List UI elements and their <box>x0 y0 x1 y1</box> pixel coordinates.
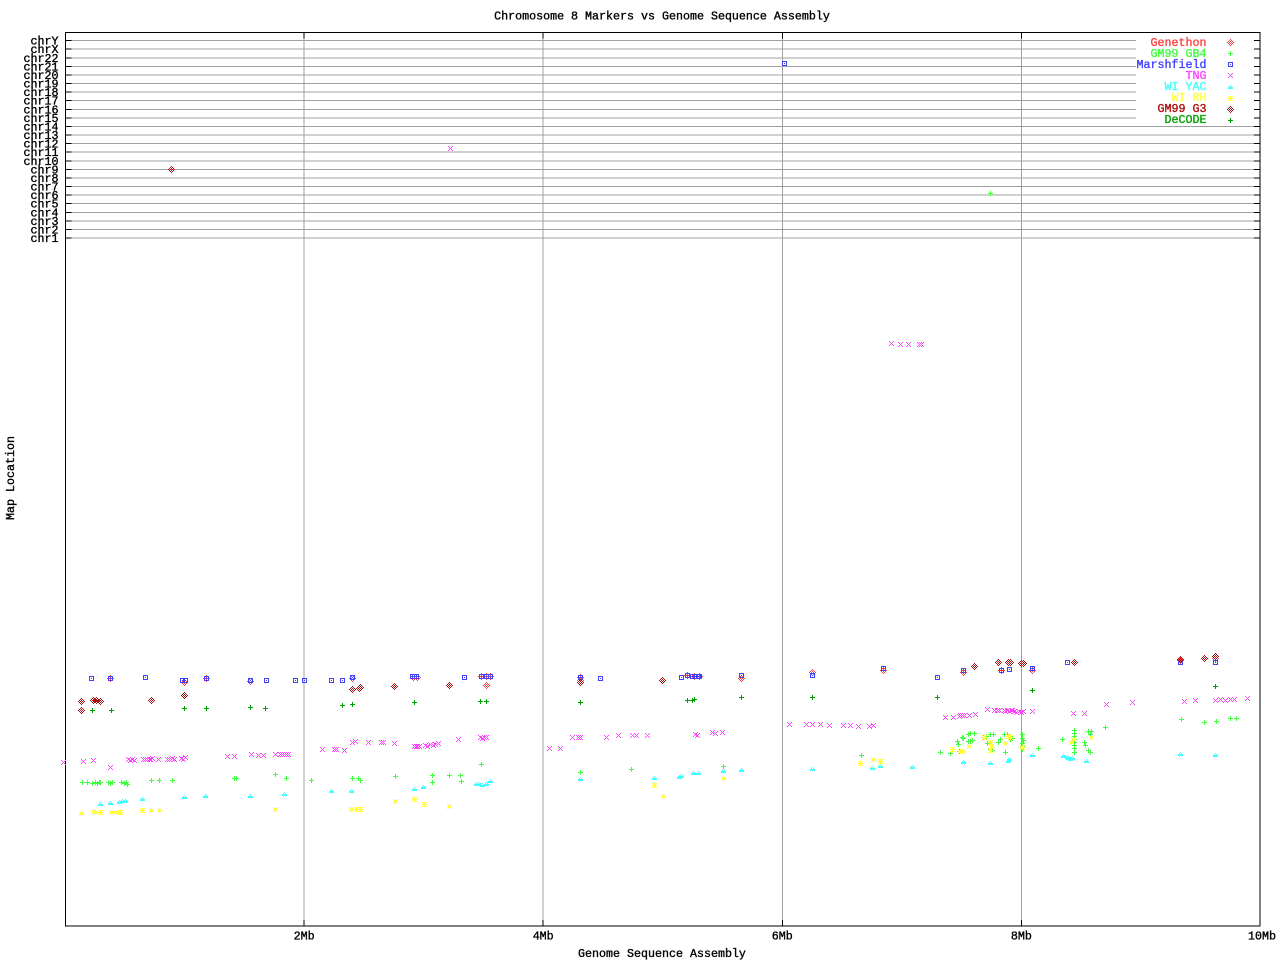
svg-text:chr14: chr14 <box>24 120 59 134</box>
svg-text:6Mb: 6Mb <box>772 930 793 944</box>
svg-text:chrX: chrX <box>31 43 59 57</box>
svg-text:Chromosome 8 Markers vs Genome: Chromosome 8 Markers vs Genome Sequence … <box>494 10 830 24</box>
svg-text:chr11: chr11 <box>24 146 59 160</box>
svg-text:chr19: chr19 <box>24 78 59 92</box>
svg-text:chr9: chr9 <box>31 163 59 177</box>
svg-text:Marshfield: Marshfield <box>1137 58 1207 72</box>
svg-text:chr18: chr18 <box>24 86 59 100</box>
svg-text:Genethon: Genethon <box>1151 36 1207 50</box>
svg-text:2Mb: 2Mb <box>294 930 315 944</box>
svg-text:10Mb: 10Mb <box>1248 930 1276 944</box>
svg-text:8Mb: 8Mb <box>1011 930 1032 944</box>
svg-text:chr2: chr2 <box>31 223 59 237</box>
svg-text:chr17: chr17 <box>24 95 59 109</box>
svg-text:DeCODE: DeCODE <box>1165 113 1207 127</box>
svg-text:chr3: chr3 <box>31 215 59 229</box>
svg-text:chr12: chr12 <box>24 138 59 152</box>
svg-text:4Mb: 4Mb <box>533 930 554 944</box>
svg-text:chr7: chr7 <box>31 181 59 195</box>
svg-text:chr6: chr6 <box>31 189 59 203</box>
svg-text:WI RH: WI RH <box>1172 91 1207 105</box>
svg-text:Genome Sequence Assembly: Genome Sequence Assembly <box>578 947 746 960</box>
svg-text:chr15: chr15 <box>24 112 59 126</box>
svg-text:chrY: chrY <box>31 35 59 49</box>
svg-text:TNG: TNG <box>1186 69 1207 83</box>
svg-text:chr20: chr20 <box>24 69 59 83</box>
svg-text:chr10: chr10 <box>24 155 59 169</box>
svg-text:chr21: chr21 <box>24 60 59 74</box>
svg-text:WI YAC: WI YAC <box>1165 80 1207 94</box>
svg-text:GM99 G3: GM99 G3 <box>1158 102 1207 116</box>
svg-text:GM99 GB4: GM99 GB4 <box>1151 47 1207 61</box>
svg-text:chr16: chr16 <box>24 103 59 117</box>
svg-text:chr5: chr5 <box>31 198 59 212</box>
svg-text:chr13: chr13 <box>24 129 59 143</box>
svg-text:chr1: chr1 <box>31 232 59 246</box>
svg-text:Map Location: Map Location <box>4 436 18 520</box>
svg-text:chr4: chr4 <box>31 206 59 220</box>
svg-text:chr22: chr22 <box>24 52 59 66</box>
svg-text:chr8: chr8 <box>31 172 59 186</box>
